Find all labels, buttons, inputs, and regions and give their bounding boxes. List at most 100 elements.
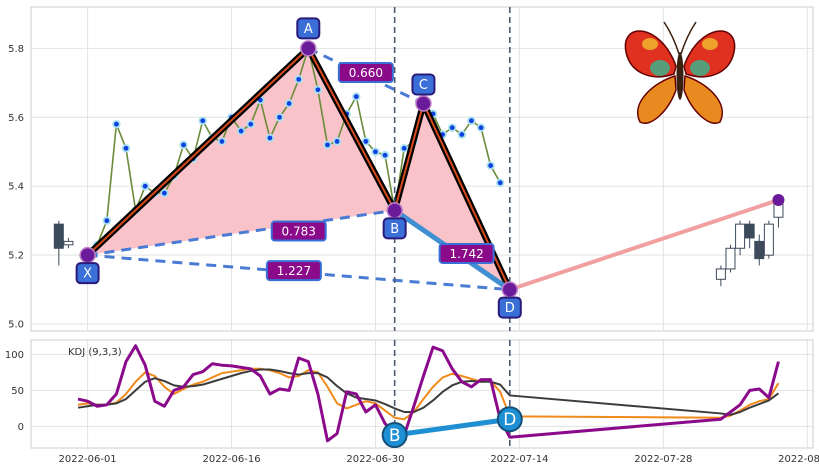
pattern-leg-inner xyxy=(307,47,396,212)
pattern-badge-label: B xyxy=(390,222,399,237)
pattern-badge-label: C xyxy=(419,78,428,93)
ratio-label-box xyxy=(265,260,322,282)
y-tick-label: 5.8 xyxy=(8,44,24,55)
close-point xyxy=(449,125,455,131)
ratio-label: 0.660 xyxy=(337,61,394,83)
ratio-label: 1.227 xyxy=(265,260,322,282)
butterfly-spot xyxy=(642,38,658,50)
butterfly-antenna xyxy=(680,21,697,55)
pattern-point-c xyxy=(415,95,432,112)
candle-body xyxy=(53,223,64,249)
pattern-point-x xyxy=(79,246,96,264)
close-point xyxy=(363,139,369,144)
x-tick-label: 2022-06-01 xyxy=(59,454,117,465)
close-point xyxy=(334,139,340,144)
close-point xyxy=(478,125,484,131)
y-tick-label: 5.0 xyxy=(8,320,24,331)
close-point xyxy=(373,149,378,155)
close-point xyxy=(104,218,110,224)
close-point xyxy=(238,128,244,134)
pattern-badge-label: A xyxy=(304,22,313,37)
ratio-label-text: 0.660 xyxy=(349,66,383,80)
close-point xyxy=(113,121,119,127)
close-point xyxy=(469,118,474,124)
ratio-label-text: 1.742 xyxy=(449,247,483,261)
close-point xyxy=(267,135,273,141)
close-point xyxy=(353,94,359,100)
close-point xyxy=(286,101,292,106)
close-point xyxy=(315,87,321,93)
close-point xyxy=(200,118,206,124)
x-axis: 2022-06-01 2022-06-16 2022-06-30 2022-07-14… xyxy=(59,454,819,465)
pattern-point-a xyxy=(300,40,317,57)
pattern-badge-label: X xyxy=(83,267,92,282)
kdj-line-j xyxy=(77,344,780,443)
x-tick-label: 2022-07-28 xyxy=(634,454,692,465)
butterfly-spot xyxy=(650,60,670,76)
candle-body xyxy=(744,223,755,239)
x-tick-label: 2022-07-14 xyxy=(490,454,548,465)
butterfly-icon xyxy=(624,21,736,124)
projection-end-point xyxy=(772,194,785,207)
butterfly-body xyxy=(676,52,684,100)
ratio-label: 1.742 xyxy=(438,242,495,264)
close-point xyxy=(181,142,186,148)
kdj-y-tick-label: 100 xyxy=(5,350,24,361)
kdj-line-k xyxy=(77,367,780,421)
candle-body xyxy=(735,223,746,249)
close-point xyxy=(277,114,282,120)
pattern-badge-box xyxy=(75,262,100,285)
y-tick-label: 5.6 xyxy=(8,113,24,124)
close-point xyxy=(459,132,465,137)
kdj-y-tick-label: 0 xyxy=(18,422,24,433)
candle-body xyxy=(725,247,736,270)
kdj-panel: 0 50 100 KDJ (9,3,3) B D xyxy=(5,339,814,449)
close-point xyxy=(401,145,407,151)
kdj-y-tick-label: 50 xyxy=(11,386,24,397)
close-point xyxy=(296,76,302,82)
y-tick-label: 5.4 xyxy=(8,182,24,193)
close-point xyxy=(382,152,388,158)
pattern-leg-inner xyxy=(86,47,310,257)
pattern-point-d xyxy=(501,281,519,298)
pattern-badge-box xyxy=(296,17,321,40)
kdj-line-d xyxy=(77,368,780,416)
projection-line xyxy=(509,198,780,292)
kdj-divergence-point xyxy=(381,422,408,449)
close-point xyxy=(123,145,129,151)
pattern-triangle-xab xyxy=(87,48,395,256)
x-tick-label: 2022-06-16 xyxy=(202,454,260,465)
kdj-title: KDJ (9,3,3) xyxy=(68,347,122,358)
candle-body xyxy=(63,240,74,246)
close-point xyxy=(488,163,494,168)
close-point xyxy=(325,142,330,148)
ratio-label-box xyxy=(337,61,394,83)
ratio-label-box xyxy=(438,242,495,264)
close-point xyxy=(219,139,225,144)
pattern-badge-box xyxy=(411,73,436,96)
kdj-divergence-label: B xyxy=(389,426,401,446)
candle-body xyxy=(754,240,765,260)
kdj-divergence-line xyxy=(394,416,511,438)
butterfly-wing xyxy=(637,75,677,124)
pattern-badge-box xyxy=(497,296,522,319)
pattern-leg-inner xyxy=(422,102,511,291)
butterfly-antenna xyxy=(663,21,680,55)
pattern-point-b xyxy=(386,202,403,219)
close-point xyxy=(497,180,503,186)
ratio-line-ac xyxy=(307,47,425,105)
ratio-line-xb xyxy=(87,208,395,257)
kdj-divergence-point xyxy=(496,406,523,433)
ratio-label-box xyxy=(270,220,327,242)
x-tick-label: 2022-06-30 xyxy=(346,454,404,465)
pattern-badge-box xyxy=(382,217,407,240)
y-tick-label: 5.2 xyxy=(8,251,24,262)
pattern-badge-label: D xyxy=(505,301,515,316)
butterfly-wing xyxy=(683,75,723,124)
candle-body xyxy=(763,223,774,256)
close-point xyxy=(161,190,167,196)
ratio-label-text: 1.227 xyxy=(277,264,311,278)
candle-body xyxy=(715,268,726,280)
kdj-divergence-label: D xyxy=(503,410,516,430)
